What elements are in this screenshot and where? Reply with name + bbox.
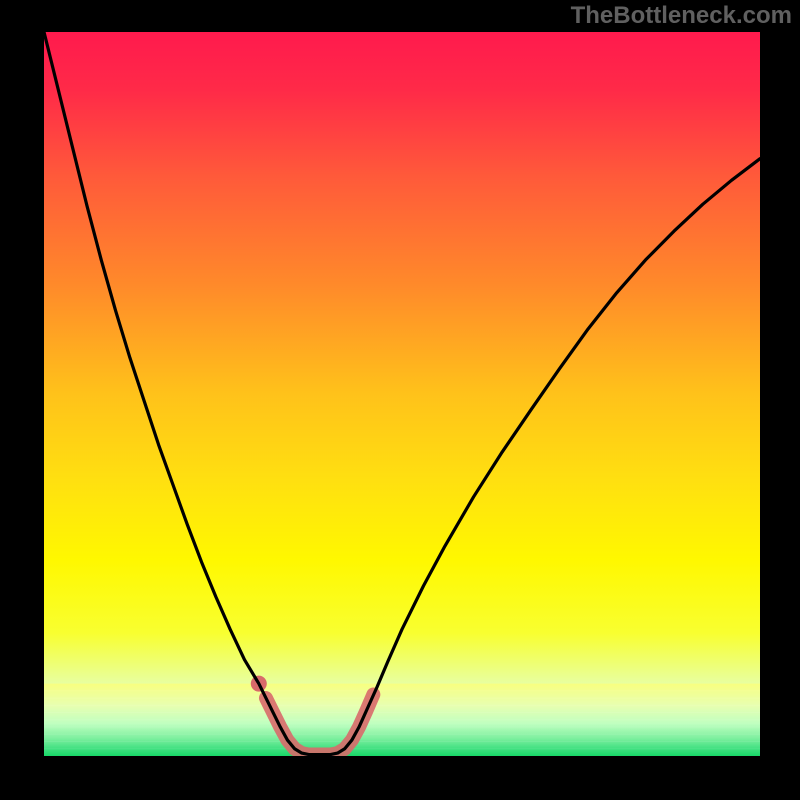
- frame-mask: [0, 0, 44, 800]
- watermark-text: TheBottleneck.com: [571, 2, 792, 30]
- frame-mask: [0, 756, 800, 800]
- plot-background: [44, 32, 760, 756]
- chart-svg: [0, 0, 800, 800]
- frame-mask: [760, 0, 800, 800]
- chart-container: TheBottleneck.com: [0, 0, 800, 800]
